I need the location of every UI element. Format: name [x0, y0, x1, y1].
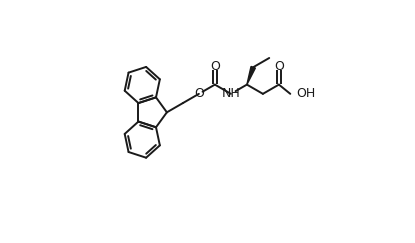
Text: NH: NH [222, 87, 240, 100]
Text: O: O [210, 60, 220, 73]
Text: O: O [274, 60, 284, 73]
Polygon shape [247, 66, 255, 85]
Text: OH: OH [296, 87, 316, 100]
Text: O: O [194, 87, 204, 100]
